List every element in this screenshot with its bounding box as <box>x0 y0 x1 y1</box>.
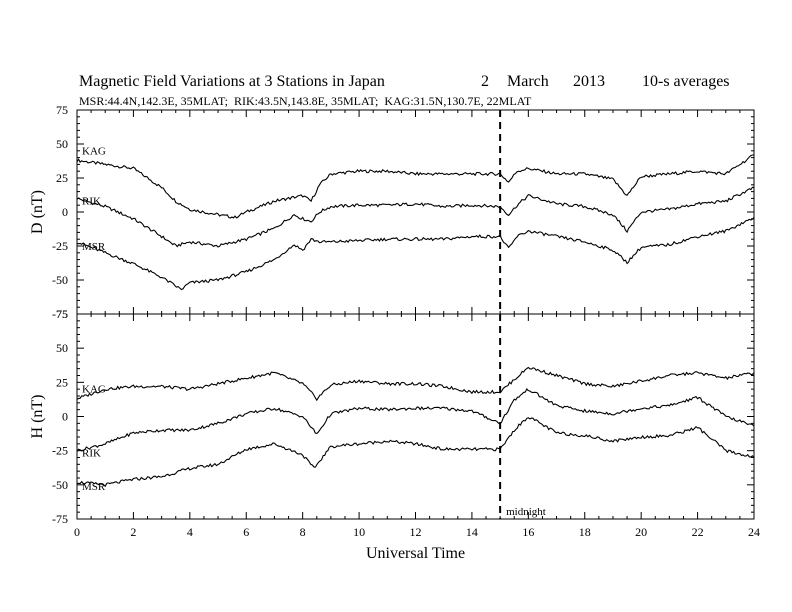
y-tick-label: -25 <box>52 239 68 253</box>
x-tick-label: 10 <box>353 525 365 539</box>
series-kag <box>76 366 755 402</box>
x-tick-label: 8 <box>300 525 306 539</box>
y-tick-label: -50 <box>52 273 68 287</box>
x-tick-label: 24 <box>748 525 760 539</box>
y-tick-label: -50 <box>52 478 68 492</box>
y-axis-label: D (nT) <box>29 190 46 234</box>
series-label-kag: KAG <box>82 384 106 396</box>
x-tick-label: 12 <box>410 525 422 539</box>
title-averaging: 10-s averages <box>642 73 730 90</box>
x-axis-label: Universal Time <box>366 545 465 562</box>
figure-subtitle: MSR:44.4N,142.3E, 35MLAT; RIK:43.5N,143.… <box>79 94 532 108</box>
series-rik <box>76 186 755 248</box>
figure-title: Magnetic Field Variations at 3 Stations … <box>79 73 759 93</box>
series-label-msr: MSR <box>82 241 106 253</box>
y-tick-label: 25 <box>56 171 68 185</box>
y-tick-label: -75 <box>52 512 68 526</box>
series-label-rik: RIK <box>82 195 101 207</box>
x-tick-label: 4 <box>187 525 193 539</box>
y-tick-label: 25 <box>56 375 68 389</box>
x-tick-label: 20 <box>635 525 647 539</box>
y-tick-label: -75 <box>52 307 68 321</box>
x-tick-label: 0 <box>74 525 80 539</box>
series-rik <box>76 388 755 452</box>
series-label-rik: RIK <box>82 448 101 460</box>
x-tick-label: 16 <box>522 525 534 539</box>
x-tick-label: 22 <box>692 525 704 539</box>
series-kag <box>76 154 755 219</box>
series-msr <box>76 417 755 488</box>
y-tick-label: -25 <box>52 444 68 458</box>
x-tick-label: 18 <box>579 525 591 539</box>
series-msr <box>76 217 755 291</box>
title-date-month: March <box>507 73 549 90</box>
panel-d: -75 -50 -25 0 25 50 75 D (nT) KAG RIK MSR <box>29 103 755 321</box>
y-tick-label: 75 <box>56 103 68 117</box>
title-date-day: 2 <box>481 73 489 90</box>
y-tick-label: 0 <box>62 410 68 424</box>
series-label-kag: KAG <box>82 145 106 157</box>
title-main: Magnetic Field Variations at 3 Stations … <box>79 73 385 90</box>
x-tick-label: 6 <box>243 525 249 539</box>
x-tick-label: 2 <box>130 525 136 539</box>
y-axis-label: H (nT) <box>29 395 46 439</box>
x-tick-label: 14 <box>466 525 478 539</box>
y-tick-label: 0 <box>62 205 68 219</box>
series-label-msr: MSR <box>82 481 106 493</box>
y-tick-label: 75 <box>56 307 68 321</box>
y-tick-label: 50 <box>56 341 68 355</box>
y-tick-label: 50 <box>56 137 68 151</box>
midnight-label: midnight <box>506 506 546 518</box>
plot-frame <box>76 313 755 520</box>
title-date-year: 2013 <box>573 73 605 90</box>
